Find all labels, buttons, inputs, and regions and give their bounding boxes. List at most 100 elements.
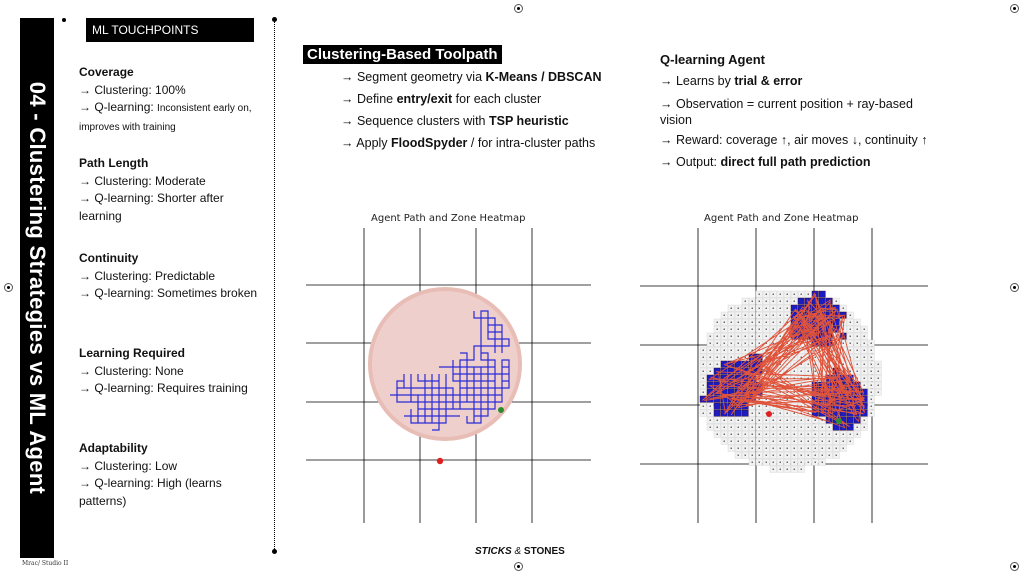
cell-dot: [870, 349, 872, 351]
cell-dot: [751, 440, 753, 442]
cell-dot: [786, 300, 788, 302]
cell-dot: [765, 314, 767, 316]
cell-dot: [786, 307, 788, 309]
cell-dot: [779, 412, 781, 414]
metric-path-length: Path Length → Clustering: Moderate → Q-l…: [79, 155, 259, 225]
clustering-bullet: → Apply FloodSpyder / for intra-cluster …: [341, 136, 596, 150]
cell-dot: [849, 440, 851, 442]
cell-dot: [723, 440, 725, 442]
edge-marker-top: [514, 4, 523, 13]
corner-dot: [62, 18, 66, 22]
cell-dot: [716, 433, 718, 435]
cell-dot: [800, 384, 802, 386]
cell-dot: [779, 440, 781, 442]
cell-dot: [849, 328, 851, 330]
cell-dot: [835, 433, 837, 435]
cell-dot: [723, 314, 725, 316]
cell-dot: [779, 307, 781, 309]
cell-dot: [793, 447, 795, 449]
cell-dot: [765, 447, 767, 449]
cell-dot: [793, 300, 795, 302]
cell-dot: [765, 433, 767, 435]
qlearning-line: → Learns by trial & error: [660, 74, 803, 88]
metric-line: → Q-learning: Shorter after learning: [79, 191, 224, 223]
cell-dot: [758, 314, 760, 316]
cell-dot: [800, 419, 802, 421]
cell-dot: [765, 440, 767, 442]
cell-dot: [737, 349, 739, 351]
footer-credit: Mrac/ Studio II: [22, 560, 69, 567]
cell-dot: [877, 377, 879, 379]
cell-dot: [779, 293, 781, 295]
cell-dot: [870, 342, 872, 344]
cell-dot: [758, 419, 760, 421]
metric-line: → Clustering: Low: [79, 458, 178, 473]
cell-dot: [835, 447, 837, 449]
cell-dot: [877, 391, 879, 393]
cell-dot: [765, 307, 767, 309]
cell-dot: [709, 335, 711, 337]
cell-dot: [751, 342, 753, 344]
visited-cell: [818, 290, 826, 298]
cell-dot: [758, 433, 760, 435]
cell-dot: [758, 461, 760, 463]
cell-dot: [772, 300, 774, 302]
cell-dot: [751, 412, 753, 414]
cell-dot: [779, 468, 781, 470]
cell-dot: [786, 412, 788, 414]
metric-note: Inconsistent early on, improves with tra…: [79, 103, 252, 133]
end-marker: [436, 457, 444, 465]
cell-dot: [870, 405, 872, 407]
cell-dot: [807, 398, 809, 400]
cell-dot: [779, 300, 781, 302]
cell-dot: [856, 433, 858, 435]
edge-marker-top-right: [1010, 4, 1019, 13]
cell-dot: [702, 363, 704, 365]
cell-dot: [751, 419, 753, 421]
cell-dot: [744, 321, 746, 323]
cell-dot: [786, 293, 788, 295]
cell-dot: [737, 426, 739, 428]
cell-dot: [793, 440, 795, 442]
agent-path: [390, 310, 510, 431]
column-divider: [274, 20, 275, 551]
cell-dot: [716, 349, 718, 351]
divider-end-dot: [272, 17, 277, 22]
right-plot-title: Agent Path and Zone Heatmap: [704, 213, 859, 224]
cell-dot: [800, 293, 802, 295]
cell-dot: [765, 335, 767, 337]
cell-dot: [821, 447, 823, 449]
cell-dot: [807, 293, 809, 295]
metric-title: Adaptability: [79, 441, 148, 455]
cell-dot: [772, 293, 774, 295]
brand-logo: STICKS & STONES: [475, 546, 565, 557]
cell-dot: [737, 314, 739, 316]
cell-dot: [786, 468, 788, 470]
cell-dot: [772, 454, 774, 456]
visited-cell: [720, 409, 728, 417]
cell-dot: [758, 447, 760, 449]
cell-dot: [786, 433, 788, 435]
cell-dot: [842, 307, 844, 309]
cell-dot: [702, 377, 704, 379]
cell-dot: [744, 342, 746, 344]
cell-dot: [807, 447, 809, 449]
edge-marker-right: [1010, 283, 1019, 292]
cell-dot: [814, 454, 816, 456]
cell-dot: [744, 328, 746, 330]
cell-dot: [870, 398, 872, 400]
cell-dot: [723, 419, 725, 421]
cell-dot: [772, 468, 774, 470]
cell-dot: [744, 349, 746, 351]
cell-dot: [758, 307, 760, 309]
cell-dot: [814, 447, 816, 449]
cell-dot: [730, 328, 732, 330]
right-heatmap-plot: [640, 228, 928, 523]
metric-line: → Clustering: Predictable: [79, 268, 216, 283]
cell-dot: [772, 412, 774, 414]
divider-end-dot: [272, 549, 277, 554]
cell-dot: [870, 391, 872, 393]
cell-dot: [856, 370, 858, 372]
cell-dot: [765, 293, 767, 295]
visited-cell: [713, 409, 721, 417]
